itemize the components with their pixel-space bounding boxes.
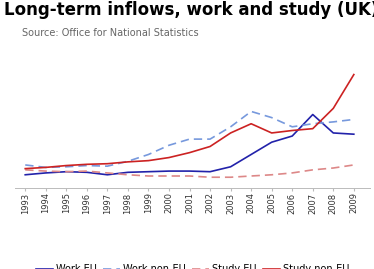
Work non-EU bbox=[187, 137, 192, 141]
Study EU bbox=[85, 169, 89, 173]
Study non-EU bbox=[290, 129, 294, 132]
Work non-EU bbox=[43, 166, 48, 169]
Work EU bbox=[310, 113, 315, 116]
Study EU bbox=[208, 176, 212, 179]
Study non-EU bbox=[64, 164, 68, 167]
Study non-EU bbox=[229, 131, 233, 134]
Work non-EU bbox=[64, 165, 68, 168]
Work EU bbox=[43, 171, 48, 175]
Work non-EU bbox=[146, 153, 151, 156]
Line: Study non-EU: Study non-EU bbox=[25, 75, 354, 169]
Work non-EU bbox=[23, 163, 27, 167]
Study EU bbox=[126, 173, 130, 176]
Work non-EU bbox=[290, 125, 294, 128]
Study EU bbox=[249, 174, 254, 178]
Study EU bbox=[43, 169, 48, 173]
Study non-EU bbox=[85, 163, 89, 166]
Study non-EU bbox=[167, 156, 171, 159]
Study non-EU bbox=[208, 145, 212, 148]
Study non-EU bbox=[249, 122, 254, 125]
Text: Source: Office for National Statistics: Source: Office for National Statistics bbox=[22, 28, 199, 38]
Study EU bbox=[64, 170, 68, 173]
Work non-EU bbox=[126, 160, 130, 163]
Work non-EU bbox=[310, 122, 315, 125]
Work EU bbox=[208, 170, 212, 173]
Work EU bbox=[290, 134, 294, 138]
Work EU bbox=[146, 170, 151, 173]
Work EU bbox=[249, 153, 254, 156]
Legend: Work EU, Work non-EU, Study EU, Study non-EU: Work EU, Work non-EU, Study EU, Study no… bbox=[32, 260, 353, 269]
Study EU bbox=[310, 168, 315, 171]
Work EU bbox=[105, 173, 110, 176]
Work EU bbox=[187, 169, 192, 173]
Study EU bbox=[146, 174, 151, 178]
Work EU bbox=[331, 131, 335, 134]
Work EU bbox=[23, 173, 27, 176]
Work non-EU bbox=[208, 137, 212, 141]
Study non-EU bbox=[187, 151, 192, 154]
Work EU bbox=[64, 170, 68, 173]
Study EU bbox=[269, 173, 274, 176]
Study non-EU bbox=[310, 127, 315, 130]
Work non-EU bbox=[167, 144, 171, 147]
Work EU bbox=[167, 169, 171, 173]
Study non-EU bbox=[146, 159, 151, 162]
Study non-EU bbox=[43, 166, 48, 169]
Work non-EU bbox=[249, 110, 254, 113]
Text: Long-term inflows, work and study (UK): Long-term inflows, work and study (UK) bbox=[4, 1, 374, 19]
Work non-EU bbox=[331, 120, 335, 123]
Study non-EU bbox=[23, 167, 27, 170]
Study EU bbox=[290, 171, 294, 175]
Line: Work EU: Work EU bbox=[25, 115, 354, 175]
Line: Work non-EU: Work non-EU bbox=[25, 111, 354, 167]
Line: Study EU: Study EU bbox=[25, 165, 354, 177]
Study EU bbox=[352, 163, 356, 167]
Work non-EU bbox=[352, 118, 356, 121]
Study EU bbox=[23, 168, 27, 171]
Study non-EU bbox=[269, 131, 274, 134]
Study non-EU bbox=[352, 73, 356, 76]
Study non-EU bbox=[331, 107, 335, 110]
Work non-EU bbox=[105, 165, 110, 168]
Work EU bbox=[269, 141, 274, 144]
Work EU bbox=[85, 171, 89, 174]
Study EU bbox=[187, 174, 192, 178]
Work EU bbox=[352, 133, 356, 136]
Study non-EU bbox=[105, 162, 110, 165]
Work EU bbox=[126, 171, 130, 174]
Work non-EU bbox=[269, 116, 274, 119]
Study EU bbox=[331, 167, 335, 170]
Work non-EU bbox=[85, 164, 89, 167]
Study EU bbox=[229, 176, 233, 179]
Work non-EU bbox=[229, 125, 233, 128]
Study EU bbox=[105, 171, 110, 175]
Study non-EU bbox=[126, 160, 130, 164]
Study EU bbox=[167, 174, 171, 178]
Work EU bbox=[229, 165, 233, 168]
